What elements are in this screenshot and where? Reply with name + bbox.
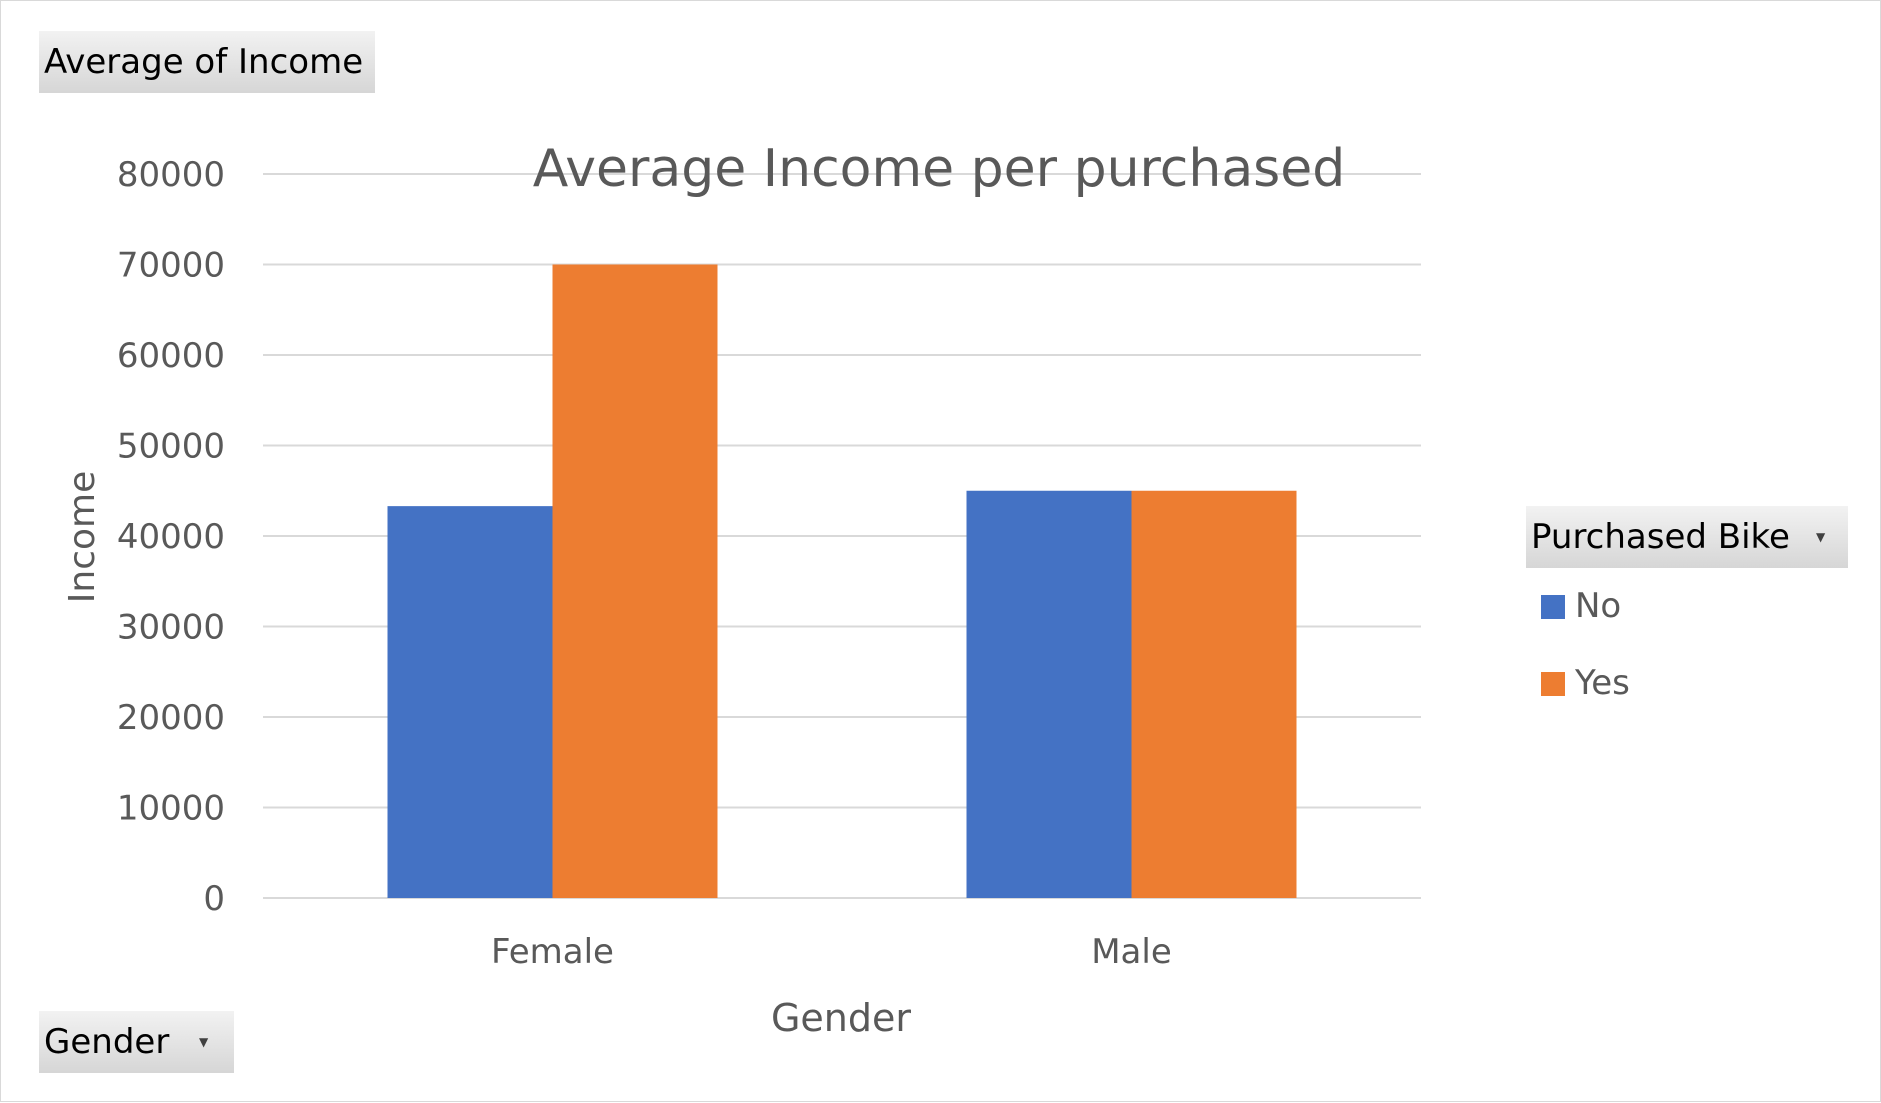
axis-field-label: Gender [44,1022,170,1062]
legend-entry-yes: Yes [1541,663,1630,703]
bars [387,264,1297,898]
axis-field-button[interactable]: Gender ▼ [39,1011,234,1073]
y-tick-label: 70000 [117,246,225,286]
x-tick-labels: Female Male [491,932,1172,972]
x-tick-label: Male [1091,932,1172,972]
y-tick-labels: 0 10000 20000 30000 40000 50000 60000 70000 8000… [117,155,225,919]
y-tick-label: 80000 [117,155,225,195]
x-tick-label: Female [491,932,614,972]
legend-field-button[interactable]: Purchased Bike ▼ [1526,506,1848,568]
legend-entry-no: No [1541,586,1621,626]
y-tick-label: 30000 [117,608,225,648]
legend-swatch-yes [1541,672,1565,696]
triangle-down-icon[interactable]: ▼ [1816,530,1826,544]
y-tick-label: 60000 [117,336,225,376]
bar-female-no [387,506,553,898]
legend-field-label: Purchased Bike [1531,517,1790,557]
x-axis-title: Gender [771,996,911,1040]
values-field-label: Average of Income [44,42,364,82]
legend-label-yes: Yes [1575,663,1630,703]
y-tick-label: 0 [203,879,225,919]
legend-label-no: No [1575,586,1622,626]
bar-male-yes [1131,490,1297,898]
y-tick-label: 10000 [117,789,225,829]
y-tick-label: 20000 [117,698,225,738]
bar-female-yes [552,264,718,898]
y-tick-label: 40000 [117,517,225,557]
triangle-down-icon[interactable]: ▼ [199,1035,209,1049]
y-tick-label: 50000 [117,427,225,467]
chart-title: Average Income per purchased [533,139,1346,199]
legend-swatch-no [1541,595,1565,619]
y-axis-title: Income [62,471,103,603]
values-field-button[interactable]: Average of Income [39,31,375,93]
bar-male-no [966,490,1132,898]
